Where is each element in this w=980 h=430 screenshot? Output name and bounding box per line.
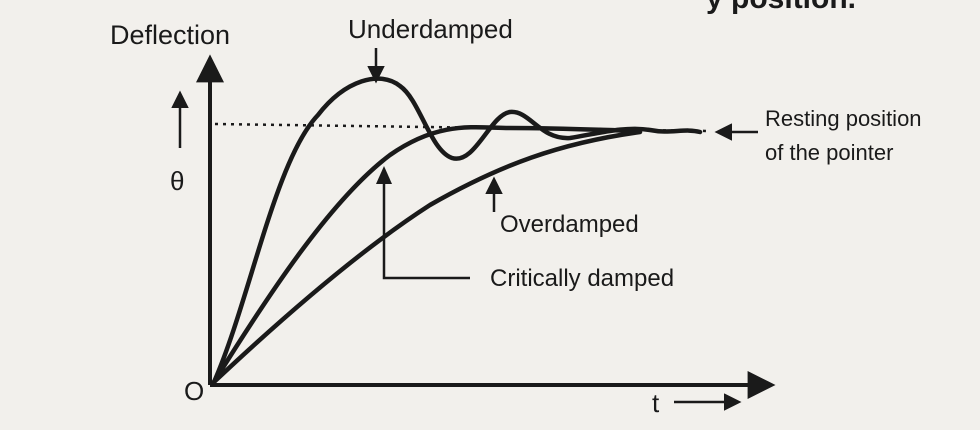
critically-damped-curve xyxy=(211,124,643,385)
critically-damped-pointer xyxy=(382,178,470,280)
y-axis-title: Deflection xyxy=(110,20,230,50)
theta-symbol: θ xyxy=(170,166,184,196)
origin-label: O xyxy=(184,376,204,406)
critically-damped-label: Critically damped xyxy=(490,265,674,292)
resting-position-label-line1: Resting position xyxy=(765,106,922,131)
overdamped-curve xyxy=(211,129,643,385)
header-fragment: y position. xyxy=(706,0,856,15)
resting-position-line xyxy=(214,122,711,133)
x-axis-symbol: t xyxy=(652,388,660,418)
underdamped-label: Underdamped xyxy=(348,14,513,44)
resting-position-label-line2: of the pointer xyxy=(765,140,893,165)
overdamped-label: Overdamped xyxy=(500,211,639,238)
critically-damped-pointer-head xyxy=(376,166,392,184)
